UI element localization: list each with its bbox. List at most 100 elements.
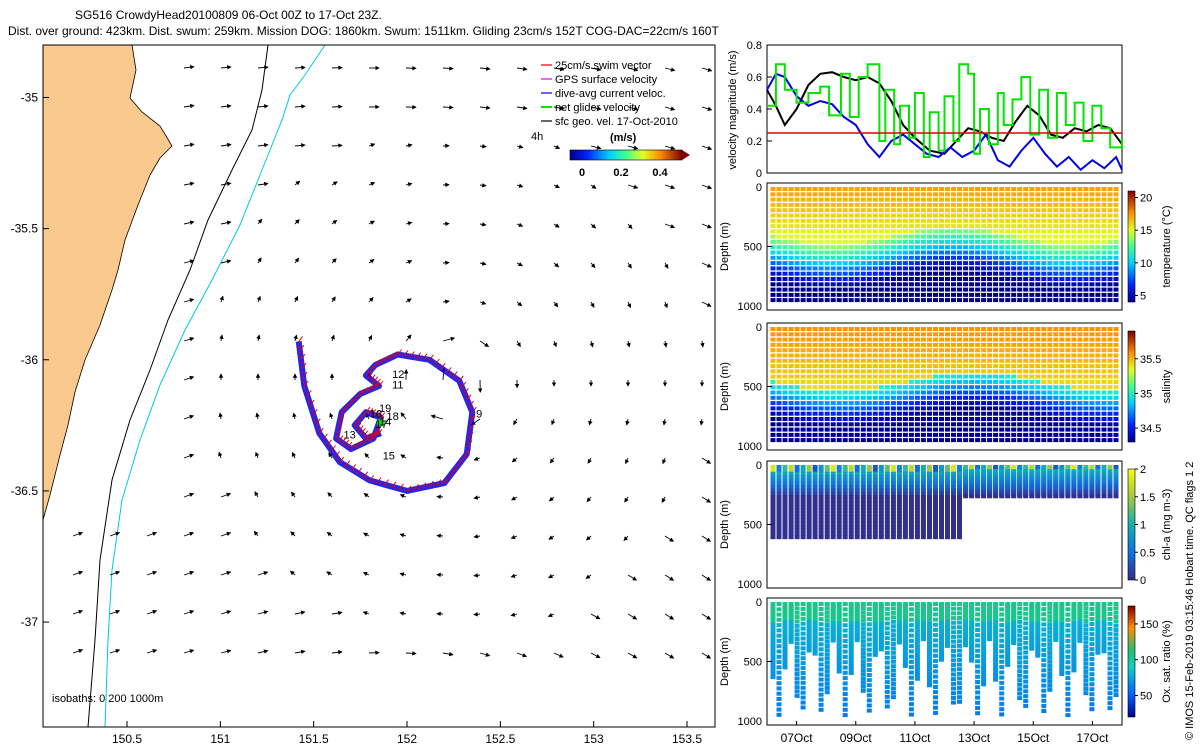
profile-sample <box>884 488 890 493</box>
profile-sample <box>836 218 842 223</box>
profile-sample <box>999 417 1005 421</box>
velocity-arrow <box>701 184 713 190</box>
profile-sample <box>927 401 932 406</box>
velocity-arrow <box>405 334 412 342</box>
profile-sample <box>818 422 824 427</box>
profile-sample <box>794 438 800 443</box>
profile-sample <box>957 535 962 540</box>
profile-sample <box>812 234 818 239</box>
profile-sample <box>914 505 920 510</box>
profile-sample <box>1047 494 1053 499</box>
profile-sample <box>1011 208 1017 213</box>
profile-sample <box>1011 202 1017 207</box>
profile-sample <box>993 337 999 342</box>
profile-sample <box>1095 401 1101 406</box>
profile-sample <box>800 192 806 197</box>
profile-sample <box>860 379 866 384</box>
profile-sample <box>812 602 818 606</box>
profile-sample <box>770 465 776 469</box>
profile-sample <box>920 401 926 406</box>
profile-sample <box>933 475 938 479</box>
profile-sample <box>945 518 950 523</box>
profile-sample <box>860 626 866 631</box>
profile-sample <box>939 602 944 606</box>
profile-sample <box>1005 385 1011 390</box>
profile-sample <box>776 633 782 638</box>
profile-sample <box>1029 261 1035 266</box>
profile-sample <box>824 505 830 510</box>
profile-sample <box>890 213 896 218</box>
profile-sample <box>806 427 812 432</box>
profile-sample <box>824 614 830 619</box>
profile-sample <box>951 501 956 506</box>
velocity-arrow <box>553 105 565 111</box>
profile-sample <box>866 683 872 688</box>
velocity-arrow <box>623 535 629 542</box>
profile-sample <box>945 202 950 207</box>
profile-sample <box>770 239 776 244</box>
profile-sample <box>999 239 1005 244</box>
profile-sample <box>927 213 932 218</box>
profile-sample <box>993 401 999 406</box>
profile-sample <box>1071 197 1077 202</box>
profile-sample <box>806 491 812 496</box>
profile-sample <box>969 277 975 281</box>
profile-sample <box>1035 239 1041 244</box>
profile-sample <box>836 650 842 655</box>
profile-sample <box>993 192 999 197</box>
profile-sample <box>812 531 818 536</box>
profile-sample <box>1041 250 1047 255</box>
profile-sample <box>914 438 920 443</box>
profile-sample <box>1059 401 1065 406</box>
profile-sample <box>800 685 806 690</box>
map-axis-ticks: 150.5 151 151.5 152 152.5 153 153.5-35-35.5-36… <box>11 90 703 746</box>
profile-sample <box>818 672 824 677</box>
profile-sample <box>933 432 938 437</box>
profile-sample <box>920 498 926 503</box>
profile-sample <box>1083 369 1089 374</box>
profile-sample <box>951 385 956 390</box>
profile-sample <box>806 327 812 331</box>
profile-sample <box>782 468 788 473</box>
profile-sample <box>1101 379 1107 384</box>
profile-sample <box>1023 234 1029 239</box>
profile-sample <box>836 239 842 244</box>
swim-vector <box>458 375 464 382</box>
profile-sample <box>945 245 950 250</box>
profile-sample <box>945 271 950 276</box>
profile-sample <box>890 411 896 416</box>
profile-sample <box>806 369 812 374</box>
profile-sample <box>884 531 890 536</box>
profile-sample <box>896 521 902 526</box>
profile-sample <box>866 438 872 443</box>
profile-sample <box>782 379 788 384</box>
profile-sample <box>896 261 902 266</box>
profile-sample <box>848 271 854 276</box>
profile-sample <box>848 521 854 526</box>
profile-sample <box>788 348 794 353</box>
profile-sample <box>776 654 782 659</box>
profile-sample <box>824 332 830 337</box>
profile-sample <box>818 261 824 266</box>
profile-sample <box>1011 332 1017 337</box>
profile-sample <box>1029 239 1035 244</box>
profile-sample <box>908 521 914 526</box>
profile-sample <box>939 395 944 400</box>
profile-sample <box>1017 287 1023 292</box>
profile-sample <box>957 337 962 342</box>
profile-sample <box>1041 192 1047 197</box>
profile-sample <box>939 369 944 374</box>
velocity-arrow <box>183 609 195 615</box>
map-panel: 150.5 151 151.5 152 152.5 153 153.5-35-35.5-36… <box>11 44 716 746</box>
profile-sample <box>1035 337 1041 342</box>
profile-sample <box>776 649 782 654</box>
profile-sample <box>1029 417 1035 421</box>
profile-sample <box>975 427 981 432</box>
profile-sample <box>896 287 902 292</box>
profile-sample <box>975 332 981 337</box>
profile-sample <box>933 332 938 337</box>
profile-sample <box>824 471 830 476</box>
profile-sample <box>818 465 824 469</box>
profile-sample <box>951 498 956 503</box>
profile-sample <box>854 475 860 479</box>
